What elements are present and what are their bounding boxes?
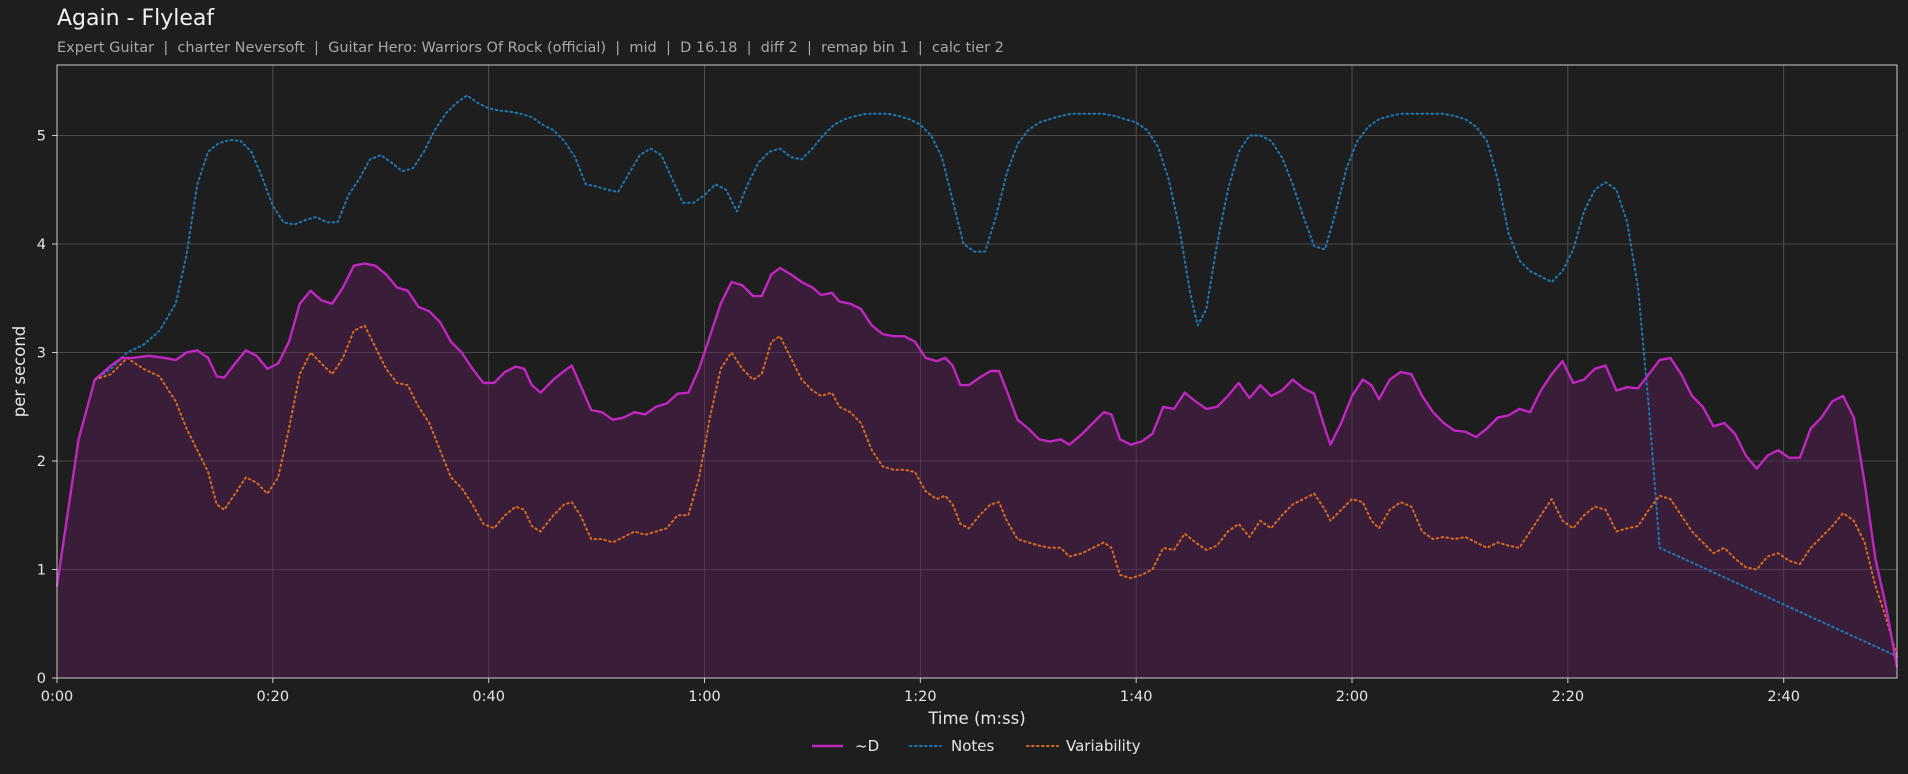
y-tick-label: 1 [37,563,46,579]
series-line-notes [56,94,1898,658]
x-tick-label: 0:40 [472,689,505,705]
legend-label: Notes [951,737,995,755]
ticks: 0:00 0:20 0:40 1:00 1:20 1:40 2:00 2:20 2:40 0 1 2 3… [37,129,1800,705]
legend-label: Variability [1066,737,1141,755]
y-tick-label: 0 [37,671,46,687]
legend: ~D Notes Variability [812,737,1141,755]
series-line-variability [56,324,1898,658]
y-tick-label: 3 [37,346,46,362]
series-layer [55,94,1899,678]
x-tick-label: 0:20 [257,689,290,705]
series-line-d [55,262,1899,668]
x-tick-label: 1:40 [1120,689,1153,705]
y-tick-label: 4 [37,237,46,253]
y-tick-label: 5 [37,129,46,145]
x-tick-label: 0:00 [41,689,74,705]
x-axis-label: Time (m:ss) [927,709,1025,728]
plot-frame [56,64,1898,679]
legend-label: ~D [855,737,879,755]
y-axis-label: per second [10,326,29,418]
x-tick-label: 2:20 [1552,689,1585,705]
series-area-d [57,263,1897,678]
x-tick-label: 1:00 [688,689,721,705]
x-tick-label: 2:00 [1336,689,1369,705]
chart-subtitle: Expert Guitar | charter Neversoft | Guit… [57,40,1004,56]
x-tick-label: 2:40 [1767,689,1800,705]
y-tick-label: 2 [37,454,46,470]
x-tick-label: 1:20 [904,689,937,705]
chart-title: Again - Flyleaf [57,6,215,31]
